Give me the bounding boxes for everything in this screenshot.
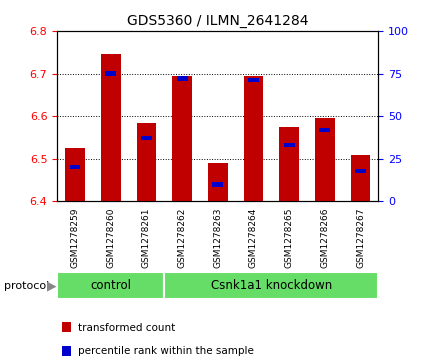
Text: GSM1278267: GSM1278267	[356, 208, 365, 269]
Text: control: control	[90, 280, 131, 292]
Text: GSM1278266: GSM1278266	[320, 208, 330, 269]
Bar	[164, 272, 378, 299]
Bar	[70, 165, 81, 170]
Text: GSM1278264: GSM1278264	[249, 208, 258, 268]
Text: ▶: ▶	[47, 279, 57, 292]
Text: protocol: protocol	[4, 281, 50, 291]
Text: GSM1278262: GSM1278262	[178, 208, 187, 268]
Bar	[177, 77, 187, 81]
Text: transformed count: transformed count	[78, 323, 175, 333]
Bar	[57, 272, 164, 299]
Text: GSM1278263: GSM1278263	[213, 208, 222, 269]
Bar	[319, 128, 330, 132]
Bar	[136, 123, 156, 201]
Bar	[213, 182, 223, 187]
Bar	[101, 54, 121, 201]
Bar	[355, 169, 366, 173]
Title: GDS5360 / ILMN_2641284: GDS5360 / ILMN_2641284	[127, 15, 308, 28]
Bar	[65, 148, 85, 201]
Bar	[172, 76, 192, 201]
Text: Csnk1a1 knockdown: Csnk1a1 knockdown	[211, 280, 332, 292]
Text: percentile rank within the sample: percentile rank within the sample	[78, 346, 254, 356]
Bar	[105, 72, 116, 76]
Text: GSM1278265: GSM1278265	[285, 208, 293, 269]
Bar	[351, 155, 370, 201]
Text: GSM1278261: GSM1278261	[142, 208, 151, 269]
Text: GSM1278260: GSM1278260	[106, 208, 115, 269]
Text: GSM1278259: GSM1278259	[70, 208, 80, 269]
Bar	[208, 163, 227, 201]
Bar	[141, 136, 152, 140]
Bar	[244, 76, 263, 201]
Bar	[248, 78, 259, 82]
Bar	[284, 143, 294, 147]
Bar	[315, 118, 335, 201]
Bar	[279, 127, 299, 201]
